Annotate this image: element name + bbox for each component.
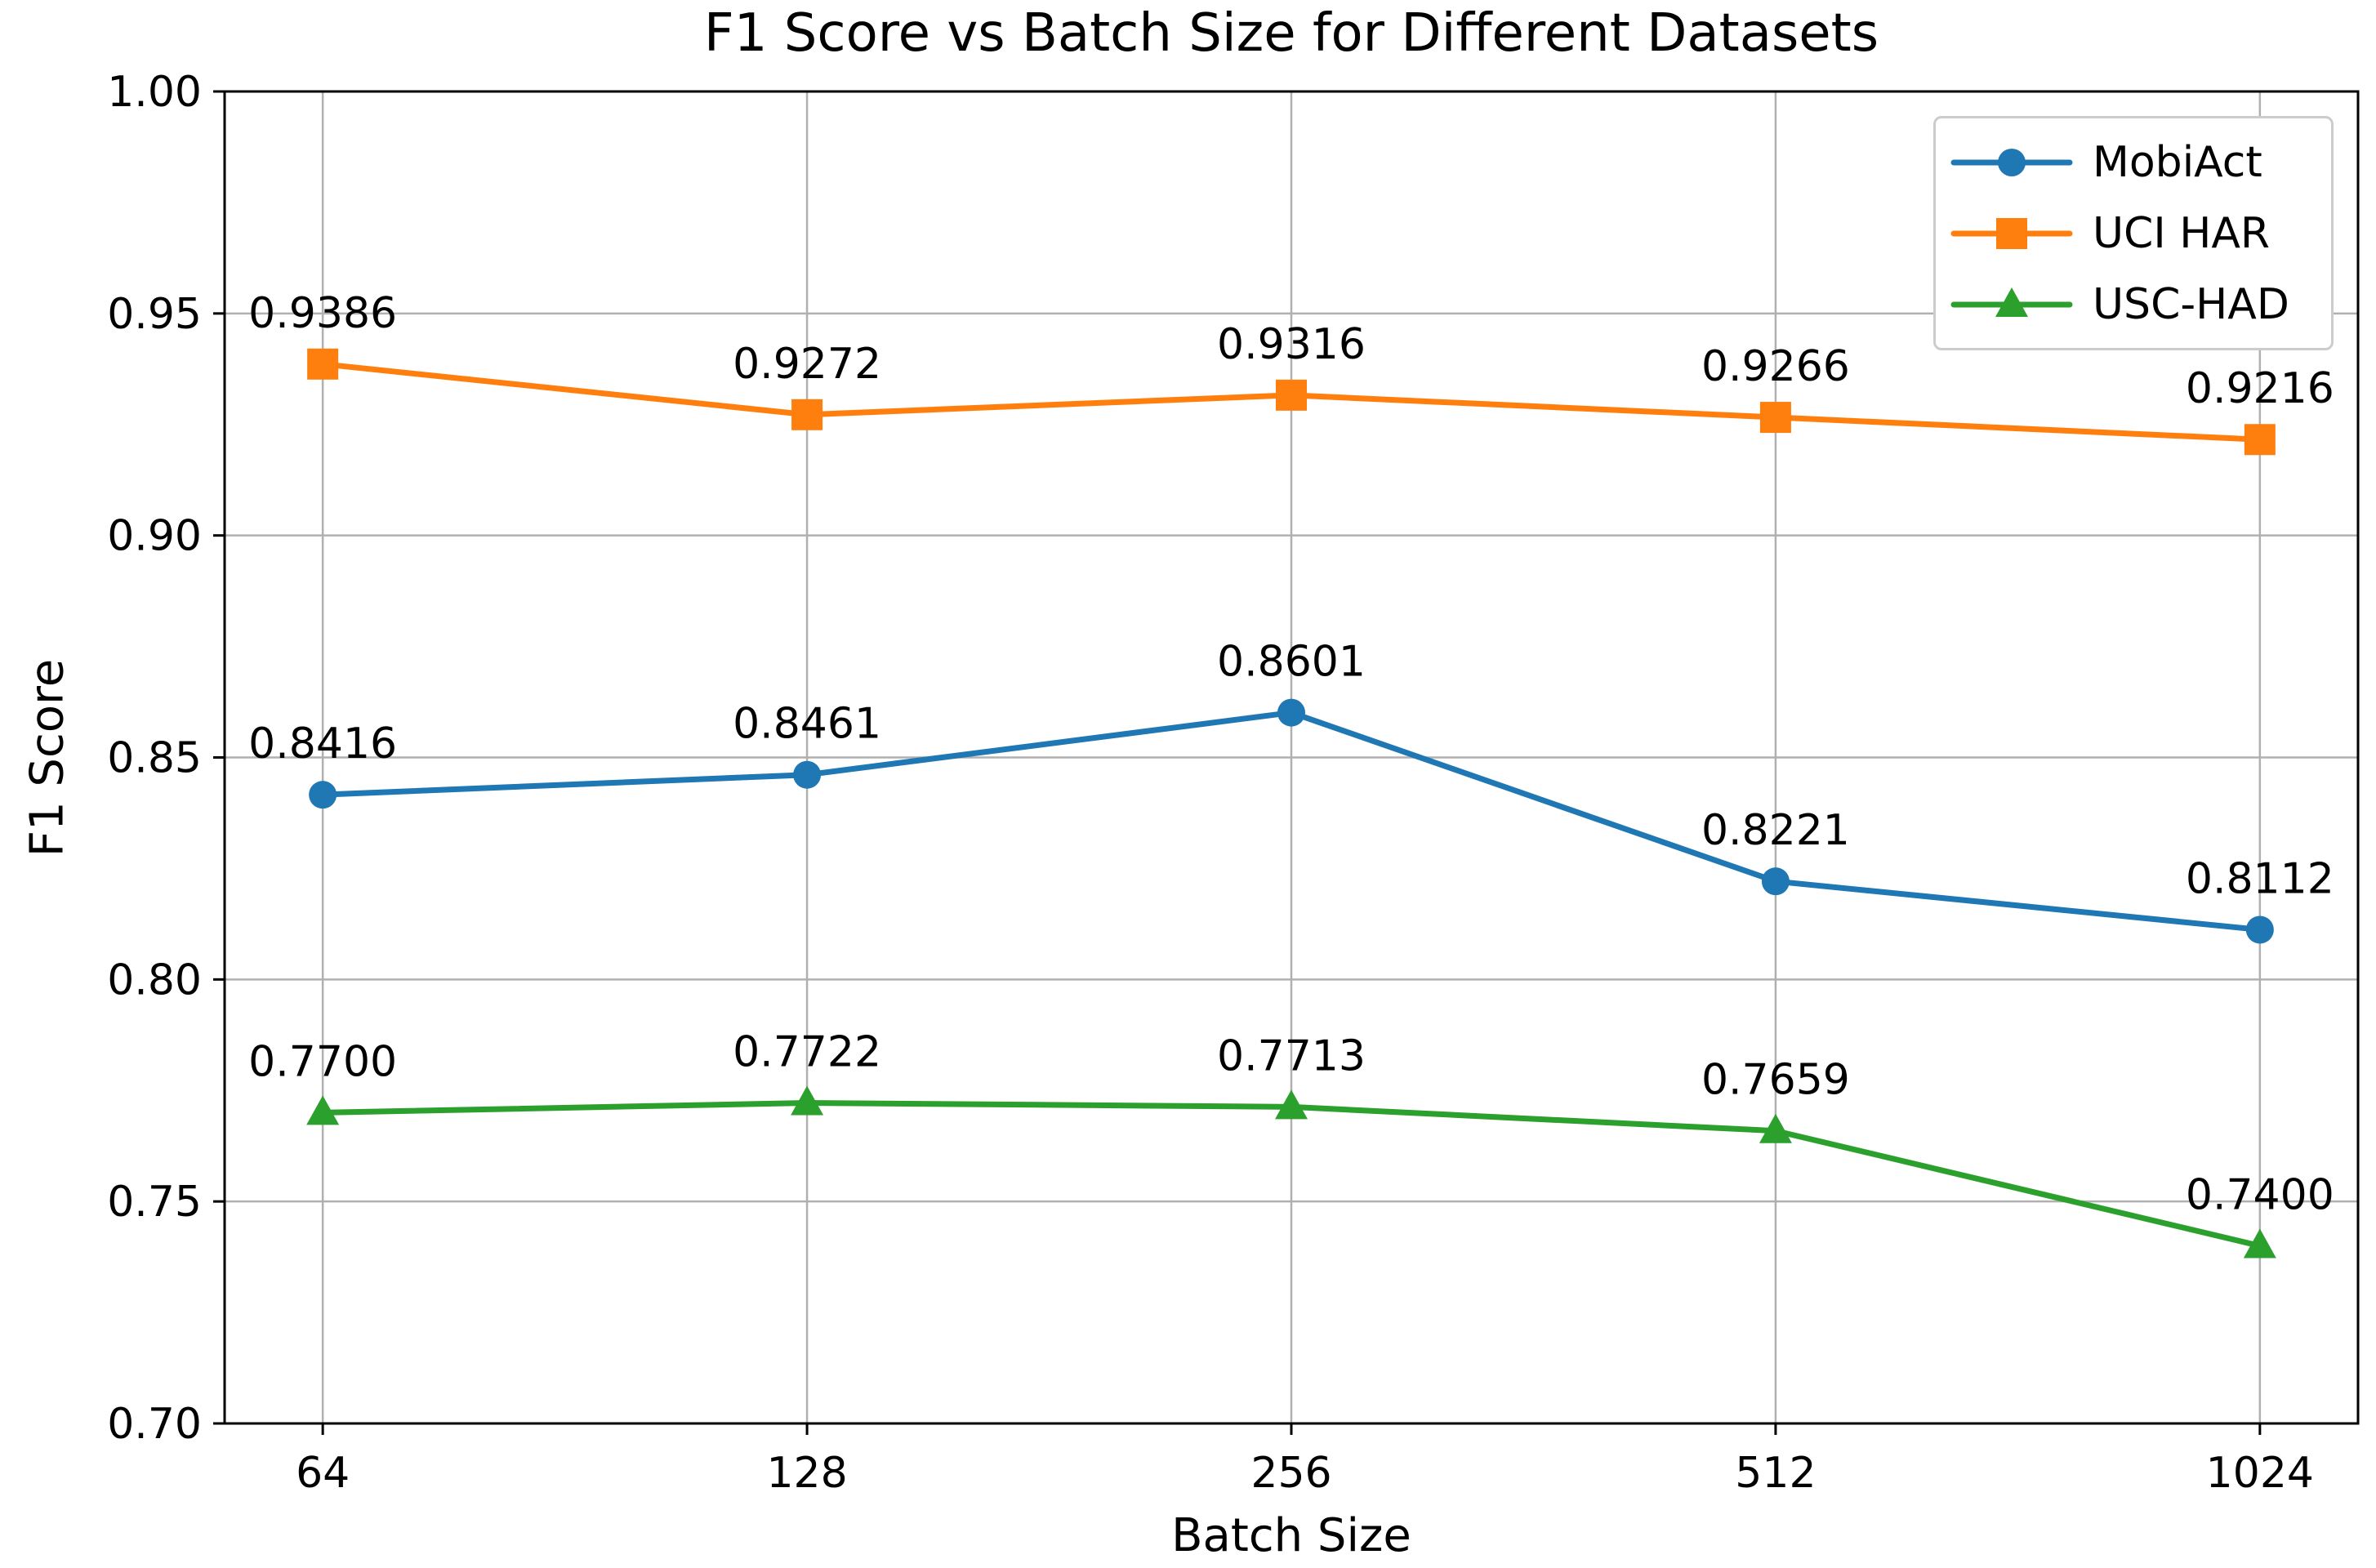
marker-uci-har-1024: [2244, 424, 2276, 456]
x-tick-label: 64: [296, 1449, 350, 1498]
legend: MobiAct UCI HAR USC-HAD: [1933, 116, 2334, 350]
marker-uci-har-128: [791, 399, 823, 430]
y-tick-label: 0.70: [107, 1400, 202, 1449]
data-label-usc-had-512: 0.7659: [1701, 1056, 1850, 1105]
x-tick-label: 256: [1250, 1449, 1331, 1498]
data-label-mobiact-128: 0.8461: [733, 700, 881, 749]
marker-uci-har-256: [1276, 379, 1307, 411]
legend-item-usc-had: USC-HAD: [1950, 280, 2316, 329]
data-label-uci-har-1024: 0.9216: [2186, 364, 2334, 413]
data-label-usc-had-1024: 0.7400: [2186, 1171, 2334, 1220]
marker-uci-har-512: [1759, 402, 1791, 434]
triangle-marker-icon: [1950, 287, 2073, 317]
square-marker-icon: [1950, 217, 2073, 249]
marker-mobiact-512: [1761, 867, 1790, 896]
y-tick-label: 0.85: [107, 734, 202, 783]
x-tick-label: 1024: [2206, 1449, 2314, 1498]
chart-title: F1 Score vs Batch Size for Different Dat…: [703, 3, 1879, 64]
legend-label: MobiAct: [2093, 137, 2262, 187]
x-tick-label: 128: [766, 1449, 847, 1498]
data-label-usc-had-64: 0.7700: [248, 1037, 397, 1086]
marker-mobiact-128: [793, 760, 822, 789]
data-label-usc-had-128: 0.7722: [733, 1027, 881, 1076]
marker-usc-had-512: [1759, 1113, 1792, 1143]
y-tick-label: 1.00: [107, 68, 202, 117]
y-tick-label: 0.75: [107, 1178, 202, 1227]
data-label-mobiact-64: 0.8416: [248, 719, 397, 768]
data-label-uci-har-256: 0.9316: [1217, 320, 1366, 369]
data-label-uci-har-64: 0.9386: [248, 289, 397, 338]
x-tick-label: 512: [1735, 1449, 1816, 1498]
y-tick-label: 0.90: [107, 512, 202, 561]
circle-marker-icon: [1950, 148, 2073, 176]
legend-label: UCI HAR: [2093, 208, 2271, 258]
x-axis-label: Batch Size: [1171, 1509, 1411, 1562]
legend-sample-marker: [1995, 287, 2028, 317]
marker-mobiact-64: [309, 781, 337, 809]
marker-usc-had-128: [791, 1085, 824, 1116]
data-label-uci-har-512: 0.9266: [1701, 342, 1850, 391]
y-tick-label: 0.95: [107, 290, 202, 339]
marker-uci-har-64: [307, 348, 339, 380]
y-tick-label: 0.80: [107, 956, 202, 1004]
data-label-mobiact-512: 0.8221: [1701, 806, 1850, 855]
legend-item-mobiact: MobiAct: [1950, 138, 2316, 187]
data-label-mobiact-1024: 0.8112: [2186, 854, 2334, 903]
legend-sample-marker: [1996, 217, 2027, 249]
legend-item-uci-har: UCI HAR: [1950, 209, 2316, 258]
marker-usc-had-1024: [2243, 1228, 2276, 1258]
data-label-uci-har-128: 0.9272: [733, 340, 881, 389]
y-axis-label: F1 Score: [20, 658, 74, 858]
marker-usc-had-64: [306, 1095, 340, 1125]
legend-label: USC-HAD: [2093, 279, 2289, 329]
marker-mobiact-256: [1277, 698, 1305, 727]
marker-usc-had-256: [1275, 1089, 1308, 1120]
data-label-mobiact-256: 0.8601: [1217, 638, 1366, 687]
data-label-usc-had-256: 0.7713: [1217, 1031, 1366, 1080]
marker-mobiact-1024: [2245, 915, 2274, 944]
legend-sample-marker: [1998, 148, 2026, 176]
